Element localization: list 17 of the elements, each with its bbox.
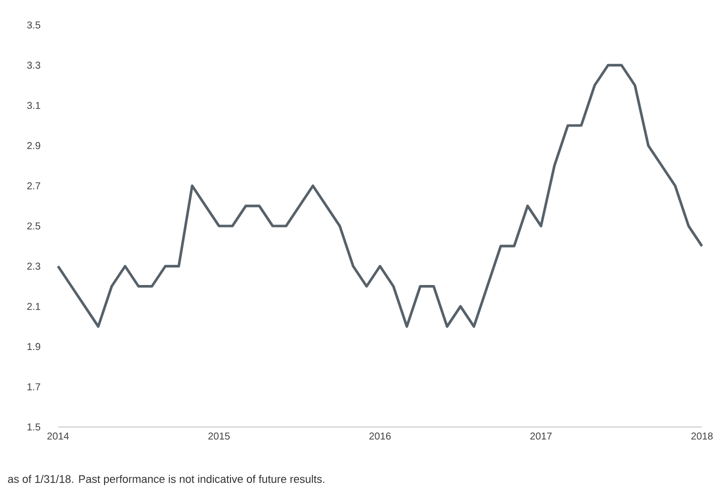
y-tick-label: 2.7: [27, 182, 40, 190]
y-tick-label: 3.5: [27, 21, 40, 29]
y-tick-label: 2.3: [27, 262, 40, 270]
y-tick-label: 3.1: [27, 102, 40, 109]
y-tick-label: 2.9: [27, 142, 40, 150]
y-tick-label: 3.3: [27, 62, 40, 69]
x-tick-label: 2015: [208, 432, 230, 440]
x-tick-label: 2016: [369, 432, 391, 440]
x-tick-label: 2017: [530, 432, 552, 440]
y-tick-label: 1.5: [28, 423, 40, 430]
y-tick-label: 2.1: [27, 302, 40, 310]
x-tick-label: 2018: [691, 432, 713, 440]
y-tick-label: 2.5: [27, 222, 40, 230]
text: as of 1/31/18. Past performance is not indicative of future results.: [8, 474, 324, 486]
y-tick-label: 1.7: [28, 383, 40, 390]
x-tick-label: 2014: [47, 432, 69, 440]
y-tick-label: 1.9: [28, 343, 40, 350]
